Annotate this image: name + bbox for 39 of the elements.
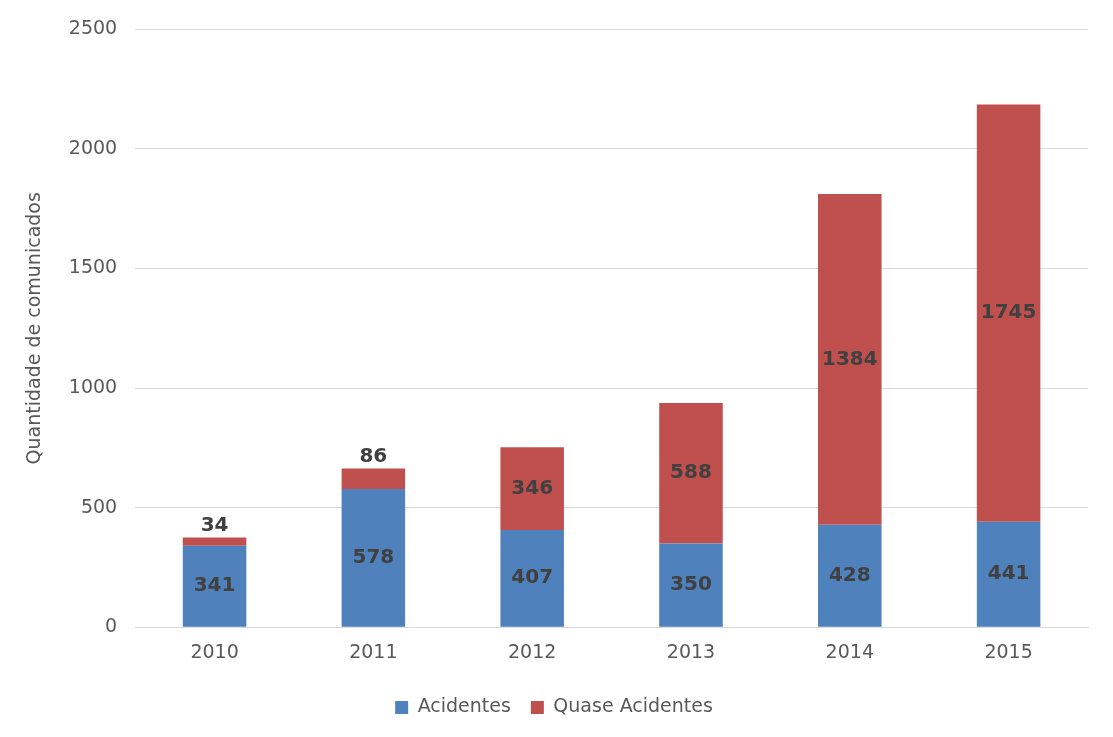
data-label: 34: [200, 511, 229, 536]
y-axis-title: Quantidade de comunicados: [22, 192, 45, 465]
bar: [182, 545, 247, 627]
y-tick-label: 0: [105, 614, 118, 637]
legend-label: Acidentes: [417, 694, 511, 717]
bar: [341, 488, 406, 627]
data-label: 1384: [821, 345, 878, 370]
bar: [659, 402, 723, 544]
data-label: 86: [359, 442, 388, 467]
bar: [818, 193, 882, 525]
y-tick-label: 2500: [68, 16, 118, 39]
data-label: 346: [511, 474, 554, 499]
data-label: 407: [511, 564, 554, 589]
bar: [976, 104, 1041, 522]
y-tick-label: 1500: [68, 255, 118, 278]
bar: [818, 524, 882, 627]
x-tick-label: 2012: [507, 639, 557, 662]
legend-label: Quase Acidentes: [553, 694, 713, 717]
y-tick-label: 2000: [68, 135, 118, 158]
x-tick-label: 2015: [984, 639, 1033, 662]
data-label: 350: [670, 571, 712, 596]
data-label: 441: [987, 560, 1030, 585]
bar: [182, 537, 247, 546]
x-tick-label: 2010: [190, 639, 239, 662]
x-tick-label: 2014: [825, 639, 874, 662]
y-tick-label: 1000: [68, 375, 118, 398]
data-label: 341: [193, 572, 236, 597]
bar: [500, 529, 564, 627]
data-label: 1745: [980, 299, 1037, 324]
x-tick-label: 2011: [349, 639, 398, 662]
bar: [976, 521, 1041, 627]
data-label: 578: [352, 544, 395, 569]
y-tick-label: 500: [80, 494, 118, 517]
data-label: 428: [828, 561, 871, 586]
bar: [341, 468, 406, 489]
data-label: 588: [670, 459, 712, 484]
x-tick-label: 2013: [666, 639, 716, 662]
bar: [659, 543, 723, 627]
bar: [500, 447, 564, 530]
